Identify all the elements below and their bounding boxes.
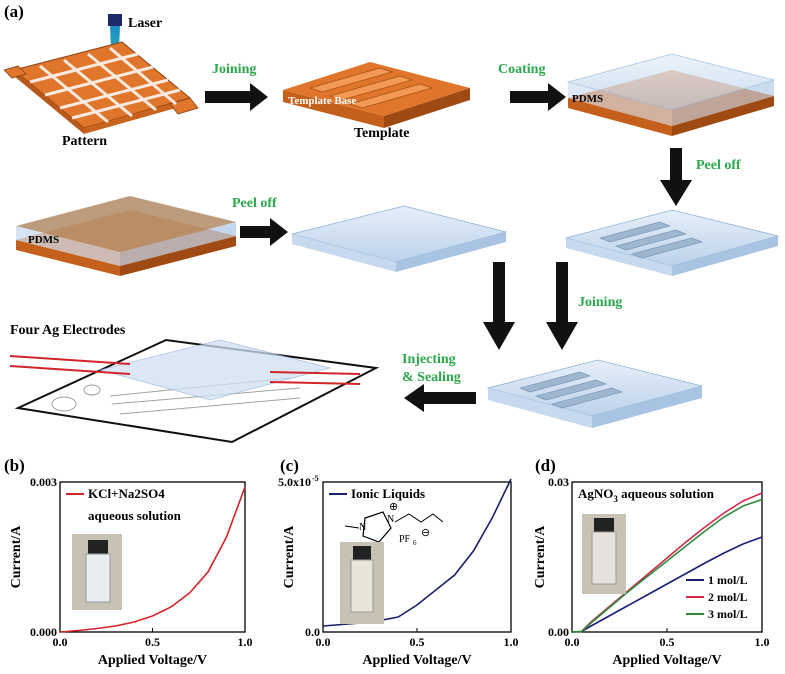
pdms-label-top: PDMS (572, 93, 604, 105)
vial-body (350, 559, 374, 613)
x-tick-label: 0.5 (410, 635, 425, 649)
x-tick-label: 0.5 (145, 635, 160, 649)
arrow-coating (510, 83, 566, 111)
arrow-joining-1 (205, 83, 268, 111)
panel-b-label: (b) (4, 456, 25, 475)
x-tick-label: 1.0 (238, 635, 253, 649)
chart-title: AgNO3 aqueous solution (578, 486, 715, 504)
x-axis-label: Applied Voltage/V (98, 653, 207, 668)
y-axis-label: Current/A (533, 525, 548, 589)
joined-device (486, 359, 704, 428)
imidazolium-ring (362, 511, 392, 543)
plain-pdms-sheet (290, 205, 508, 272)
anion-label: PF (399, 534, 411, 545)
chart-d: 0.0 0.5 1.0 0.00 0.03 Applied Voltage/V Curren… (533, 475, 770, 668)
series-line (59, 486, 246, 633)
x-axis-label: Applied Voltage/V (612, 653, 721, 668)
step-coating: Coating (498, 62, 546, 77)
vial-cap (594, 518, 614, 532)
x-tick-label: 0.0 (565, 635, 580, 649)
pattern-label: Pattern (62, 134, 108, 149)
x-tick-label: 0.0 (53, 635, 68, 649)
x-tick-label: 0.5 (660, 635, 675, 649)
ring-nitrogen-2: N (387, 514, 394, 525)
arrow-peel-off-down (660, 148, 692, 206)
y-tick-label: 0.003 (30, 475, 57, 489)
butyl-chain (394, 513, 444, 523)
y-tick-label: 5.0x10 (278, 475, 311, 489)
legend-label: 3 mol/L (708, 607, 748, 621)
chart-b: 0.0 0.5 1.0 0.000 0.003 Applied Voltage/V Curr… (9, 475, 253, 668)
pdms-sheet-left (16, 196, 236, 276)
laser-label: Laser (128, 16, 163, 31)
anion-charge: ⊖ (421, 527, 430, 539)
legend-label: 2 mol/L (708, 590, 748, 604)
template-block (283, 62, 470, 128)
y-tick-exponent: -5 (312, 474, 319, 483)
ring-nitrogen-1: N (359, 522, 366, 533)
arrow-down-2 (546, 262, 578, 350)
series-line (571, 536, 763, 633)
vial-cap (88, 540, 108, 554)
methyl-bond (344, 525, 360, 529)
y-tick-label: 0.00 (548, 625, 569, 639)
pdms-with-channels (564, 209, 780, 276)
pattern-mesh (3, 41, 199, 134)
arrow-down-1 (483, 262, 515, 350)
template-base-label: Template Base (288, 95, 357, 107)
pdms-label-left: PDMS (28, 234, 60, 246)
arrow-injecting (404, 384, 476, 412)
x-axis-label: Applied Voltage/V (362, 653, 471, 668)
y-tick-label: 0.0 (305, 625, 320, 639)
four-electrodes-label: Four Ag Electrodes (10, 323, 126, 338)
y-axis-label: Current/A (282, 525, 297, 589)
x-tick-label: 0.0 (316, 635, 331, 649)
panel-c-label: (c) (280, 456, 299, 475)
vial-cap (353, 546, 371, 560)
y-tick-label: 0.000 (30, 625, 57, 639)
step-peel-off-2: Peel off (232, 196, 277, 211)
step-sealing: & Sealing (402, 370, 461, 385)
step-joining-2: Joining (578, 295, 623, 310)
step-injecting: Injecting (402, 352, 456, 367)
arrow-peel-off-right (240, 218, 288, 246)
legend-label: KCl+Na2SO4 (88, 486, 165, 501)
step-joining-1: Joining (212, 62, 257, 77)
vial-body (85, 553, 111, 603)
chart-c: 0.0 0.5 1.0 0.0 5.0x10 -5 Applied Voltage/V Cur… (278, 474, 519, 668)
fabrication-diagram (3, 14, 780, 444)
pdms-coated-template (566, 53, 776, 136)
x-tick-label: 1.0 (755, 635, 770, 649)
template-label: Template (354, 126, 410, 141)
final-device (9, 338, 380, 444)
panel-d-label: (d) (535, 456, 556, 475)
y-tick-label: 0.03 (548, 475, 569, 489)
series-line (571, 498, 763, 633)
legend-label: 1 mol/L (708, 573, 748, 587)
vial-body (591, 531, 617, 585)
legend-label-line2: aqueous solution (88, 508, 182, 523)
x-tick-label: 1.0 (504, 635, 519, 649)
y-axis-label: Current/A (9, 525, 24, 589)
step-peel-off-1: Peel off (696, 158, 741, 173)
cation-charge: ⊕ (389, 501, 398, 513)
panel-a-label: (a) (4, 2, 24, 21)
anion-subscript: 6 (413, 539, 417, 547)
legend-label: Ionic Liquids (351, 486, 425, 501)
